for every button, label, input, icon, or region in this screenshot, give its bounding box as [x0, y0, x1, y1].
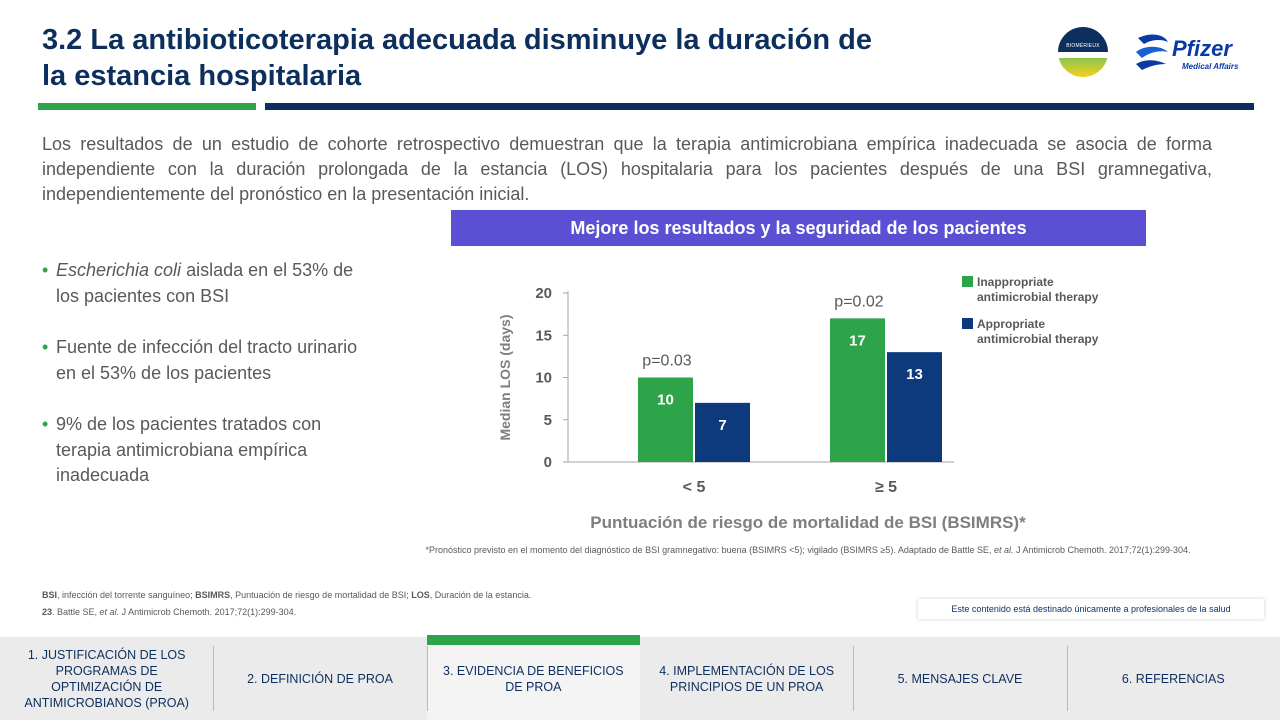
- nav-tab-label: 2. DEFINICIÓN DE PROA: [247, 671, 393, 686]
- bullet-text: Fuente de infección del tracto urinario …: [56, 337, 358, 383]
- pfizer-logo-sub: Medical Affairs: [1182, 62, 1239, 71]
- abbr-text: , Duración de la estancia.: [429, 590, 532, 600]
- reference-etal: et al.: [99, 607, 120, 617]
- nav-tab-referencias[interactable]: 6. REFERENCIAS: [1066, 637, 1280, 720]
- y-tick-label: 10: [535, 370, 552, 387]
- chart-svg: 0 5 10 15 20 Median LOS (days) 10 7 p=0.03 < 5 17 1…: [497, 275, 1099, 532]
- abbr-key: LOS: [411, 590, 430, 600]
- legend-swatch: [962, 318, 973, 329]
- bullet-list: • Escherichia coli aislada en el 53% de …: [42, 258, 362, 515]
- nav-tab-label: 1. JUSTIFICACIÓN DE LOS PROGRAMAS DE OPT…: [24, 647, 189, 710]
- bar-inappropriate: [638, 377, 693, 462]
- bar-value-label: 7: [718, 417, 726, 434]
- nav-tab-mensajes[interactable]: 5. MENSAJES CLAVE: [853, 637, 1066, 720]
- bar-appropriate: [887, 352, 942, 462]
- footnote-source: J Antimicrob Chemoth. 2017;72(1):299-304…: [1013, 545, 1191, 555]
- los-bar-chart: 0 5 10 15 20 Median LOS (days) 10 7 p=0.03 < 5 17 1…: [480, 262, 1120, 542]
- page-title: 3.2 La antibioticoterapia adecuada dismi…: [42, 22, 1002, 94]
- abbreviations: BSI, infección del torrente sanguíneo; B…: [42, 587, 531, 621]
- page-title-line2: la estancia hospitalaria: [42, 60, 362, 92]
- legend-label: Appropriate: [977, 317, 1045, 331]
- y-tick-label: 5: [544, 412, 552, 429]
- abbreviations-line: BSI, infección del torrente sanguíneo; B…: [42, 587, 531, 604]
- key-message-banner: Mejore los resultados y la seguridad de …: [451, 210, 1146, 246]
- nav-tab-implementacion[interactable]: 4. IMPLEMENTACIÓN DE LOS PRINCIPIOS DE U…: [640, 637, 853, 720]
- legend-label: antimicrobial therapy: [977, 332, 1099, 346]
- chart-footnote: *Pronóstico previsto en el momento del d…: [398, 544, 1218, 557]
- bullet-italic: Escherichia coli: [56, 260, 182, 280]
- y-tick-label: 20: [535, 285, 552, 302]
- intro-paragraph: Los resultados de un estudio de cohorte …: [42, 134, 1212, 204]
- legend-label: antimicrobial therapy: [977, 290, 1099, 304]
- pfizer-logo: Pfizer Medical Affairs: [1132, 28, 1262, 78]
- abbr-key: BSIMRS: [195, 590, 231, 600]
- header-divider-green: [38, 103, 256, 110]
- nav-tab-label: 3. EVIDENCIA DE BENEFICIOS DE PROA: [443, 663, 624, 694]
- biomerieux-logo: BIOMÉRIEUX: [1058, 27, 1108, 77]
- biomerieux-logo-text: BIOMÉRIEUX: [1066, 43, 1100, 49]
- x-axis-label: Puntuación de riesgo de mortalidad de BS…: [590, 513, 1026, 532]
- pfizer-logo-text: Pfizer: [1172, 36, 1232, 61]
- bullet-item: • 9% de los pacientes tratados con terap…: [42, 412, 362, 489]
- bar-value-label: 17: [849, 332, 866, 349]
- p-value-annotation: p=0.02: [834, 293, 883, 310]
- bullet-dot-icon: •: [42, 414, 49, 434]
- bullet-dot-icon: •: [42, 337, 49, 357]
- reference-text: . Battle SE,: [52, 607, 100, 617]
- reference-source: J Antimicrob Chemoth. 2017;72(1):299-304…: [119, 607, 297, 617]
- header-divider-navy: [265, 103, 1254, 110]
- bullet-dot-icon: •: [42, 260, 49, 280]
- x-tick-label: < 5: [683, 479, 706, 496]
- x-tick-label: ≥ 5: [875, 479, 897, 496]
- reference-line: 23. Battle SE, et al. J Antimicrob Chemo…: [42, 604, 531, 621]
- legend-swatch: [962, 276, 973, 287]
- y-tick-label: 0: [544, 454, 552, 471]
- nav-tab-label: 4. IMPLEMENTACIÓN DE LOS PRINCIPIOS DE U…: [659, 663, 835, 694]
- bullet-item: • Fuente de infección del tracto urinari…: [42, 335, 362, 386]
- footnote-etal: et al.: [993, 545, 1014, 555]
- pfizer-helix-icon: [1136, 34, 1168, 70]
- nav-tab-definicion[interactable]: 2. DEFINICIÓN DE PROA: [213, 637, 426, 720]
- bar-value-label: 13: [906, 366, 923, 383]
- abbr-key: BSI: [42, 590, 58, 600]
- legend-label: Inappropriate: [977, 275, 1054, 289]
- bar-value-label: 10: [657, 392, 674, 409]
- abbr-text: , infección del torrente sanguíneo;: [57, 590, 196, 600]
- nav-tab-evidencia[interactable]: 3. EVIDENCIA DE BENEFICIOS DE PROA: [426, 635, 641, 720]
- y-axis-label: Median LOS (days): [497, 314, 513, 440]
- bar-appropriate: [695, 402, 750, 462]
- section-nav: 1. JUSTIFICACIÓN DE LOS PROGRAMAS DE OPT…: [0, 635, 1280, 720]
- page-title-line1: 3.2 La antibioticoterapia adecuada dismi…: [42, 24, 872, 56]
- hcp-disclaimer: Este contenido está destinado únicamente…: [918, 599, 1264, 619]
- bullet-item: • Escherichia coli aislada en el 53% de …: [42, 258, 362, 309]
- nav-tab-label: 6. REFERENCIAS: [1121, 671, 1225, 686]
- reference-number: 23: [42, 607, 53, 617]
- p-value-annotation: p=0.03: [642, 353, 691, 370]
- abbr-text: , Puntuación de riesgo de mortalidad de …: [230, 590, 412, 600]
- y-tick-label: 15: [535, 327, 552, 344]
- nav-tab-label: 5. MENSAJES CLAVE: [897, 671, 1023, 686]
- bullet-text: aislada en el 53% de los pacientes con B…: [56, 260, 354, 306]
- bar-inappropriate: [830, 318, 885, 462]
- bullet-text: 9% de los pacientes tratados con terapia…: [56, 414, 322, 485]
- nav-tab-justificacion[interactable]: 1. JUSTIFICACIÓN DE LOS PROGRAMAS DE OPT…: [0, 637, 213, 720]
- footnote-text: *Pronóstico previsto en el momento del d…: [425, 545, 994, 555]
